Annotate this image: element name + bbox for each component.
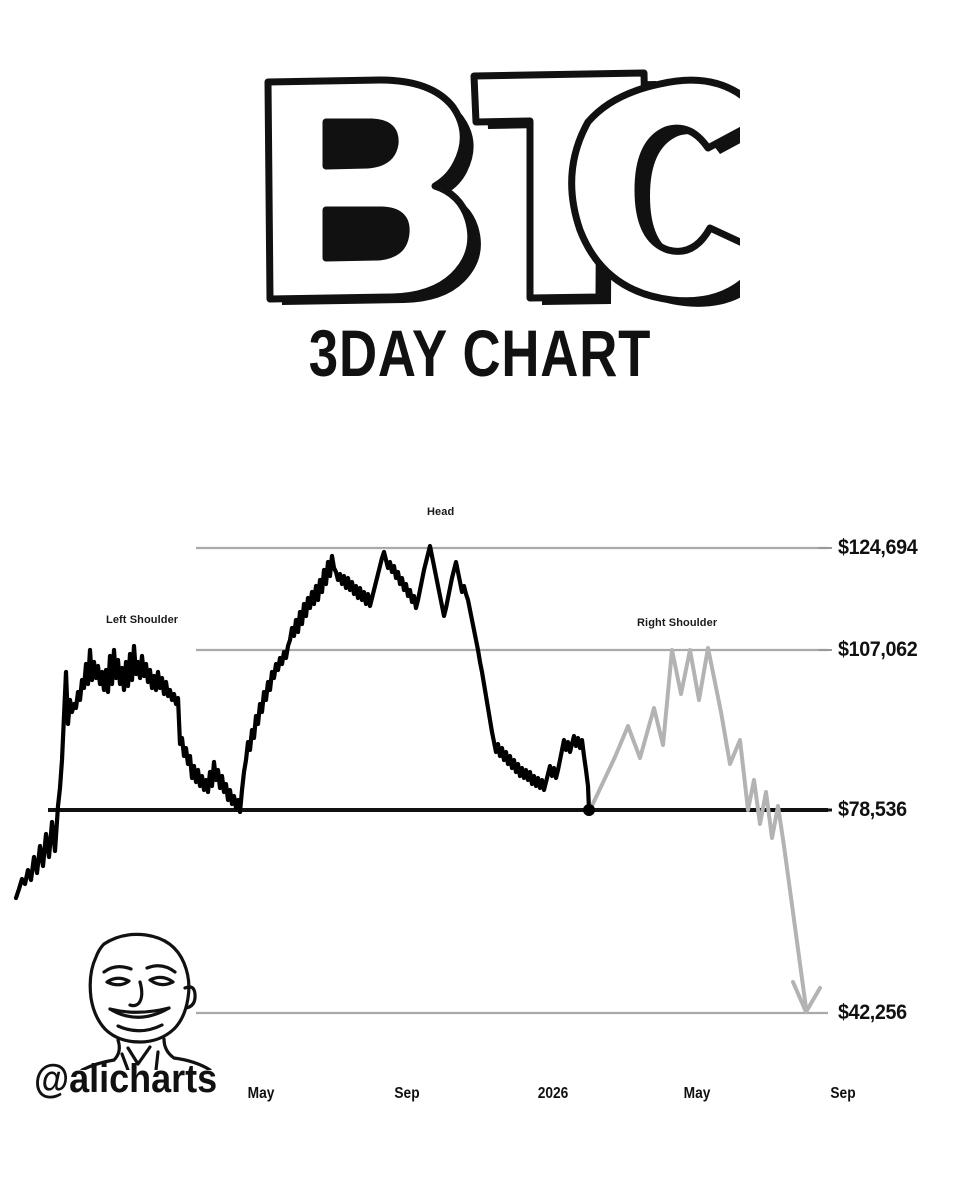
price-label-42256: $42,256 [838,1001,907,1024]
title-block: 3DAY CHART [0,60,960,394]
subtitle-wrap: 3DAY CHART [0,314,960,394]
face-avatar-icon [80,932,212,1070]
current-price-dot [583,804,595,816]
watermark: @alicharts [34,930,249,1110]
date-label-sep-1: Sep [394,1085,420,1102]
date-label-may-2: May [683,1085,711,1102]
date-label-may-1: May [247,1085,275,1102]
price-label-124694: $124,694 [838,536,918,559]
price-line-actual [13,543,592,901]
annotation-head: Head [427,506,455,518]
date-label-2026: 2026 [537,1085,569,1102]
btc-wordmark [264,69,740,307]
annotation-left-shoulder: Left Shoulder [106,614,179,626]
price-label-107062: $107,062 [838,638,918,661]
annotation-right-shoulder: Right Shoulder [637,617,718,629]
handle-text: @alicharts [34,1057,217,1101]
price-label-78536: $78,536 [838,798,907,821]
subtitle-label: 3DAY CHART [309,316,651,390]
date-label-sep-2: Sep [830,1085,856,1102]
price-line-projection [588,646,808,1010]
projection-arrow-head-icon [791,980,822,1014]
handle-label: @alicharts [34,1057,217,1101]
subtitle-text: 3DAY CHART [309,316,651,390]
